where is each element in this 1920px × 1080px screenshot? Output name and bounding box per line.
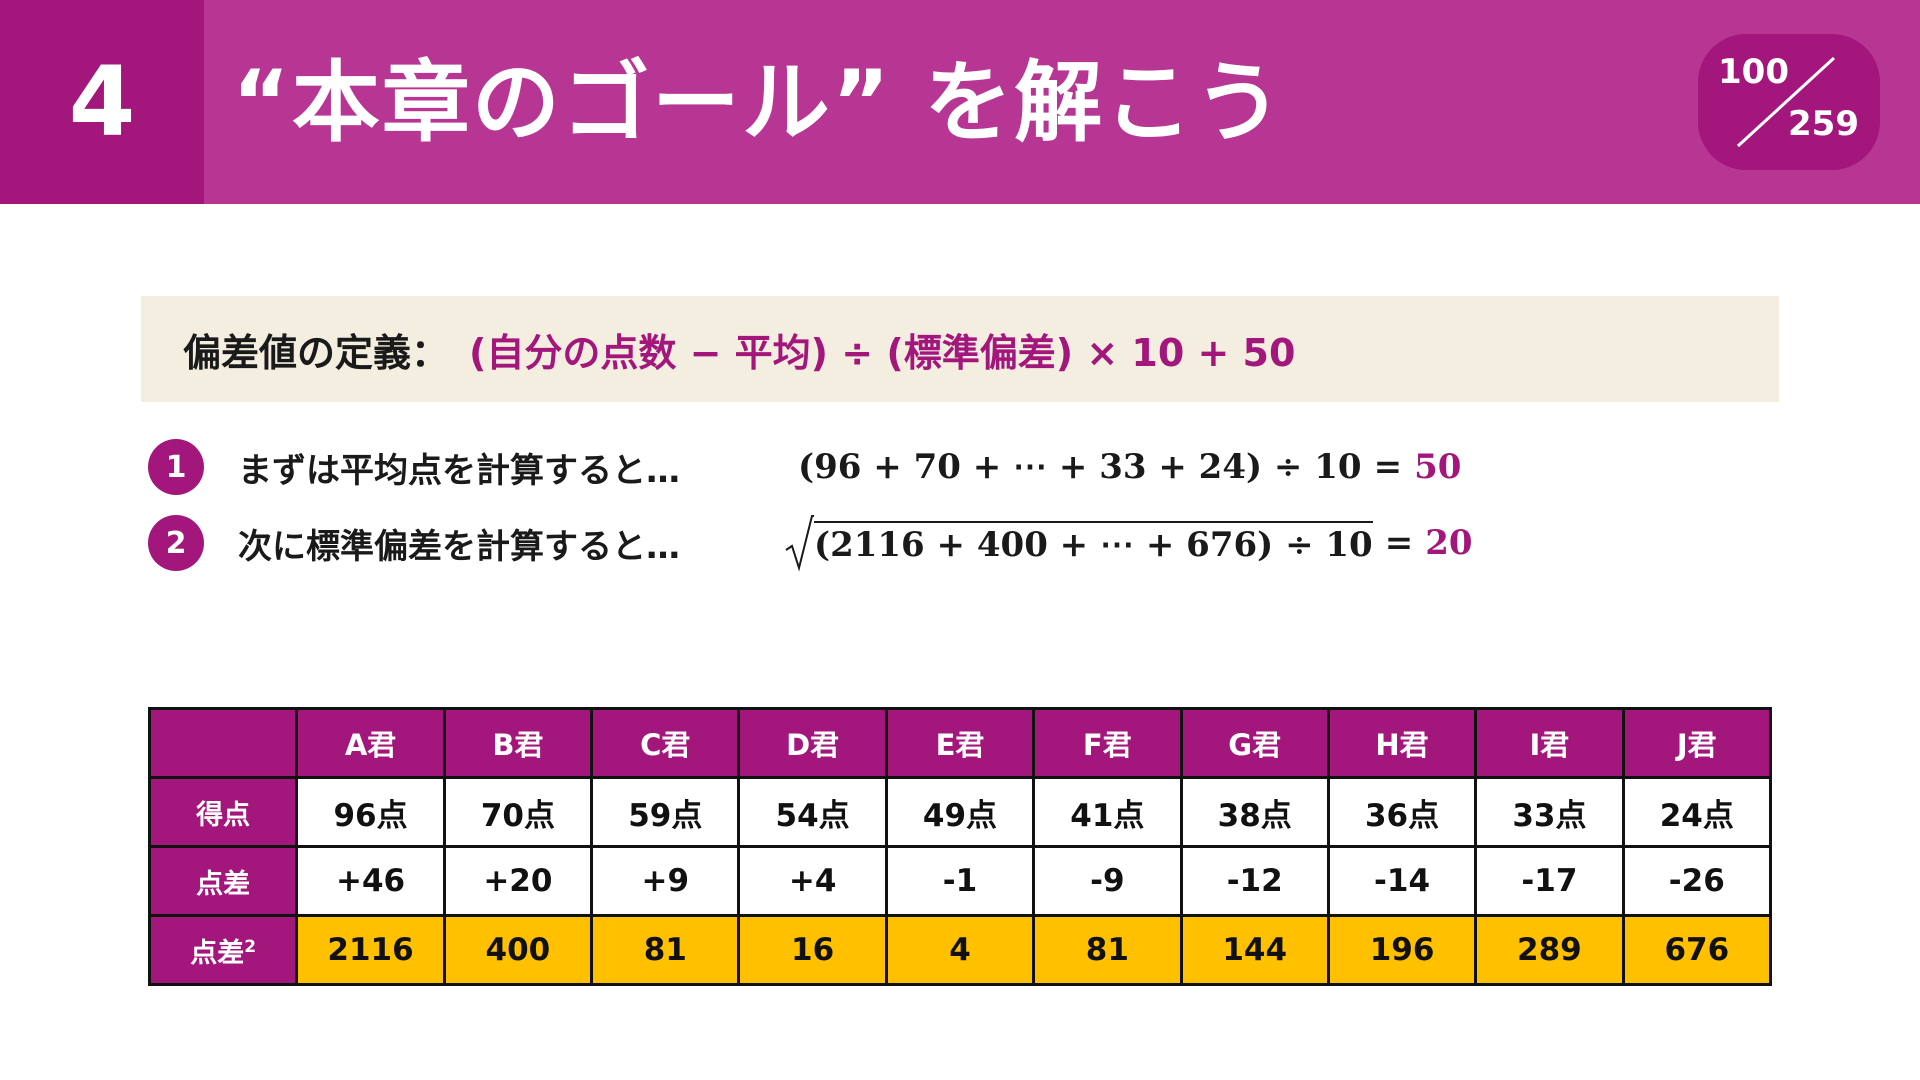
squared-deviation-cell: 289 xyxy=(1474,914,1625,986)
score-cell: 49点 xyxy=(884,776,1036,848)
deviation-cell: -17 xyxy=(1474,845,1625,917)
squared-deviation-cell: 400 xyxy=(442,914,594,986)
stddev-result: 20 xyxy=(1425,523,1473,563)
score-cell: 38点 xyxy=(1179,776,1330,848)
equals-sign: = xyxy=(1384,523,1414,563)
column-header: B君 xyxy=(442,707,594,779)
score-cell: 41点 xyxy=(1032,776,1183,848)
score-cell: 36点 xyxy=(1326,776,1478,848)
stddev-expression: (2116 + 400 + ⋯ + 676) ÷ 10 xyxy=(814,521,1373,565)
score-cell: 33点 xyxy=(1474,776,1625,848)
score-cell: 54点 xyxy=(737,776,888,848)
page-current: 100 xyxy=(1718,52,1789,92)
header-bar: 4 “本章のゴール” を解こう 100 259 xyxy=(0,0,1920,204)
equals-sign: = xyxy=(1373,447,1403,487)
column-header: I君 xyxy=(1474,707,1625,779)
definition-box: 偏差値の定義： (自分の点数 − 平均) ÷ (標準偏差) × 10 + 50 xyxy=(141,296,1779,402)
step-2: 2 次に標準偏差を計算すると… xyxy=(148,514,680,572)
column-header: D君 xyxy=(737,707,888,779)
table-row: 点差2 2116 400 81 16 4 81 144 196 289 676 xyxy=(147,914,1773,986)
squared-deviation-cell: 676 xyxy=(1621,914,1773,986)
deviation-cell: +4 xyxy=(737,845,888,917)
definition-formula: (自分の点数 − 平均) ÷ (標準偏差) × 10 + 50 xyxy=(469,330,1296,375)
deviation-cell: -14 xyxy=(1326,845,1478,917)
squared-deviation-cell: 16 xyxy=(737,914,888,986)
score-cell: 24点 xyxy=(1621,776,1773,848)
deviation-cell: +46 xyxy=(295,845,446,917)
deviation-cell: -26 xyxy=(1621,845,1773,917)
squared-deviation-cell: 4 xyxy=(884,914,1036,986)
step-number-badge: 2 xyxy=(148,515,204,571)
column-header: C君 xyxy=(590,707,741,779)
page-counter-badge: 100 259 xyxy=(1698,34,1880,170)
step-description: まずは平均点を計算すると… xyxy=(238,450,680,491)
score-table: A君 B君 C君 D君 E君 F君 G君 H君 I君 J君 得点 96点 70点… xyxy=(147,707,1773,986)
page-title: “本章のゴール” を解こう xyxy=(232,50,1285,154)
table-header-row: A君 B君 C君 D君 E君 F君 G君 H君 I君 J君 xyxy=(147,707,1773,779)
column-header: H君 xyxy=(1326,707,1478,779)
mean-expression: (96 + 70 + ⋯ + 33 + 24) ÷ 10 xyxy=(798,447,1362,487)
square-root: (2116 + 400 + ⋯ + 676) ÷ 10 xyxy=(784,514,1373,572)
mean-result: 50 xyxy=(1414,447,1462,487)
score-cell: 59点 xyxy=(590,776,741,848)
table-row: 得点 96点 70点 59点 54点 49点 41点 38点 36点 33点 2… xyxy=(147,776,1773,848)
squared-deviation-cell: 81 xyxy=(590,914,741,986)
deviation-cell: -1 xyxy=(884,845,1036,917)
row-header: 点差2 xyxy=(147,914,299,986)
stddev-calculation: (2116 + 400 + ⋯ + 676) ÷ 10 = 20 xyxy=(784,514,1473,572)
column-header: E君 xyxy=(884,707,1036,779)
table-row: 点差 +46 +20 +9 +4 -1 -9 -12 -14 -17 -26 xyxy=(147,845,1773,917)
definition-label: 偏差値の定義： xyxy=(183,330,450,375)
score-cell: 70点 xyxy=(442,776,594,848)
deviation-cell: -9 xyxy=(1032,845,1183,917)
squared-deviation-cell: 81 xyxy=(1032,914,1183,986)
slash-divider-icon xyxy=(1736,56,1836,148)
superscript-exponent: 2 xyxy=(244,936,257,957)
squared-deviation-cell: 2116 xyxy=(295,914,446,986)
step-1: 1 まずは平均点を計算すると… xyxy=(148,438,680,496)
row-header: 点差 xyxy=(147,845,299,917)
deviation-cell: -12 xyxy=(1179,845,1330,917)
column-header: J君 xyxy=(1621,707,1773,779)
step-number-badge: 1 xyxy=(148,439,204,495)
mean-calculation: (96 + 70 + ⋯ + 33 + 24) ÷ 10 = 50 xyxy=(798,438,1461,496)
page-total: 259 xyxy=(1788,104,1859,144)
column-header: F君 xyxy=(1032,707,1183,779)
radical-sign-icon xyxy=(785,515,814,572)
step-description: 次に標準偏差を計算すると… xyxy=(238,526,680,567)
column-header: G君 xyxy=(1179,707,1330,779)
deviation-cell: +9 xyxy=(590,845,741,917)
chapter-number: 4 xyxy=(0,0,204,204)
row-header: 得点 xyxy=(147,776,299,848)
column-header: A君 xyxy=(295,707,446,779)
corner-cell xyxy=(147,707,299,779)
score-cell: 96点 xyxy=(295,776,446,848)
row-header-label: 点差 xyxy=(190,937,245,969)
squared-deviation-cell: 144 xyxy=(1179,914,1330,986)
deviation-cell: +20 xyxy=(442,845,594,917)
squared-deviation-cell: 196 xyxy=(1326,914,1478,986)
